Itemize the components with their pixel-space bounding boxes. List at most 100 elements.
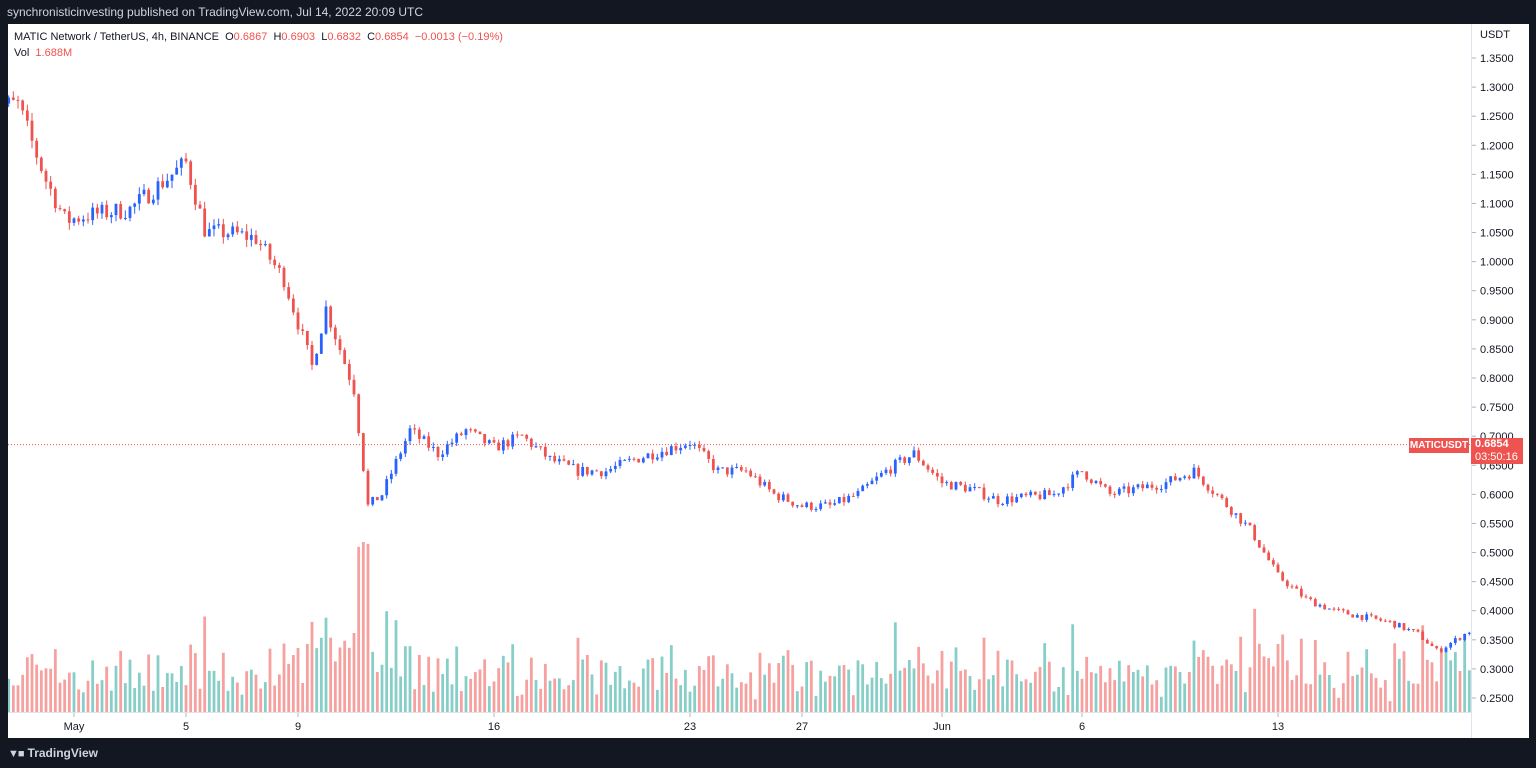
volume-bar — [1108, 668, 1112, 712]
price-tick-label: 1.3500 — [1480, 53, 1514, 65]
candle-body — [441, 454, 445, 458]
volume-bar — [1038, 666, 1042, 712]
volume-bar — [189, 644, 193, 712]
volume-bar — [534, 680, 538, 712]
candlesticks — [8, 91, 1471, 654]
chart-panel[interactable]: MATIC Network / TetherUS, 4h, BINANCE O0… — [8, 24, 1529, 739]
candle-body — [674, 446, 678, 451]
volume-bar — [539, 688, 543, 712]
volume-bar — [576, 637, 580, 712]
price-plot[interactable] — [8, 24, 1471, 712]
candle-body — [221, 224, 225, 238]
candle-body — [1271, 560, 1275, 565]
candle-body — [1332, 608, 1336, 610]
volume-bar — [1159, 696, 1163, 712]
candle-body — [1267, 552, 1271, 561]
volume-bar — [469, 678, 473, 712]
candle-body — [525, 434, 529, 439]
candle-body — [1449, 642, 1453, 648]
volume-bar — [1416, 683, 1420, 712]
candle-body — [571, 464, 575, 466]
candle-body — [483, 433, 487, 444]
volume-bar — [179, 665, 183, 712]
volume-bar — [1033, 671, 1037, 712]
candle-body — [1453, 638, 1457, 643]
candle-body — [1001, 503, 1005, 505]
candle-body — [884, 469, 888, 473]
candle-body — [851, 495, 855, 497]
footer-bar: ▼■ TradingView — [0, 738, 1536, 768]
candle-body — [627, 458, 631, 460]
volume-bar — [963, 669, 967, 712]
volume-bar — [333, 661, 337, 712]
symbol-description[interactable]: MATIC Network / TetherUS, 4h, BINANCE — [14, 31, 219, 43]
candle-body — [1089, 479, 1093, 484]
candle-body — [1257, 540, 1261, 548]
price-axis[interactable]: USDT 0.2500 0.3000 0.3500 0.4000 0.4500 0.500… — [1471, 24, 1529, 738]
volume-bar — [91, 660, 95, 712]
candle-body — [1005, 496, 1009, 504]
candle-body — [837, 497, 841, 504]
volume-bar — [632, 682, 636, 712]
candle-body — [1043, 490, 1047, 500]
candle-body — [86, 219, 90, 221]
candle-body — [819, 503, 823, 510]
candle-body — [982, 487, 986, 500]
volume-bar — [352, 632, 356, 712]
candle-body — [1127, 486, 1131, 494]
volume-bar — [357, 546, 361, 712]
volume-bar — [1131, 671, 1135, 712]
volume-label[interactable]: Vol — [14, 47, 30, 59]
candle-body — [912, 450, 916, 458]
candle-body — [413, 428, 417, 430]
candle-body — [1262, 547, 1266, 553]
candle-body — [217, 224, 221, 226]
volume-bar — [996, 650, 1000, 712]
tradingview-brand[interactable]: ▼■ TradingView — [8, 746, 98, 760]
candle-body — [133, 203, 137, 207]
volume-bar — [86, 680, 90, 712]
volume-bar — [137, 672, 141, 712]
volume-bar — [959, 670, 963, 712]
candle-body — [1057, 493, 1061, 495]
volume-bar — [142, 685, 146, 712]
volume-bar — [655, 689, 659, 712]
volume-bar — [697, 665, 701, 712]
candle-body — [557, 459, 561, 462]
candle-body — [973, 487, 977, 489]
candle-body — [385, 479, 389, 496]
time-axis[interactable]: May 5 9 16 23 27 Jun 6 13 — [8, 712, 1471, 739]
candle-body — [1141, 484, 1145, 489]
volume-bar — [641, 668, 645, 712]
volume-bar — [767, 663, 771, 712]
volume-bar — [511, 644, 515, 712]
volume-bar — [1421, 625, 1425, 712]
volume-bar — [651, 658, 655, 712]
volume-bar — [1164, 667, 1168, 712]
volume-bar — [977, 679, 981, 712]
price-tick-label: 0.5500 — [1480, 518, 1514, 530]
volume-bar — [67, 672, 71, 712]
candle-body — [786, 494, 790, 502]
candle-body — [263, 244, 267, 246]
candle-body — [833, 503, 837, 505]
candle-body — [1187, 476, 1191, 479]
candle-body — [408, 428, 412, 442]
candle-body — [1117, 488, 1121, 495]
price-tick-label: 1.0000 — [1480, 257, 1514, 269]
candle-body — [735, 467, 739, 469]
volume-bar — [11, 685, 15, 712]
volume-bar — [324, 617, 328, 712]
volume-bar — [1467, 670, 1471, 712]
volume-bar — [16, 685, 20, 712]
volume-bar — [1425, 659, 1429, 712]
candle-body — [170, 174, 174, 181]
candle-body — [1421, 631, 1425, 640]
volume-bar — [450, 684, 454, 712]
candle-body — [959, 481, 963, 485]
candle-body — [1439, 648, 1443, 652]
candle-body — [151, 199, 155, 204]
volume-bar — [315, 648, 319, 712]
candle-body — [875, 476, 879, 481]
candle-body — [917, 450, 921, 461]
